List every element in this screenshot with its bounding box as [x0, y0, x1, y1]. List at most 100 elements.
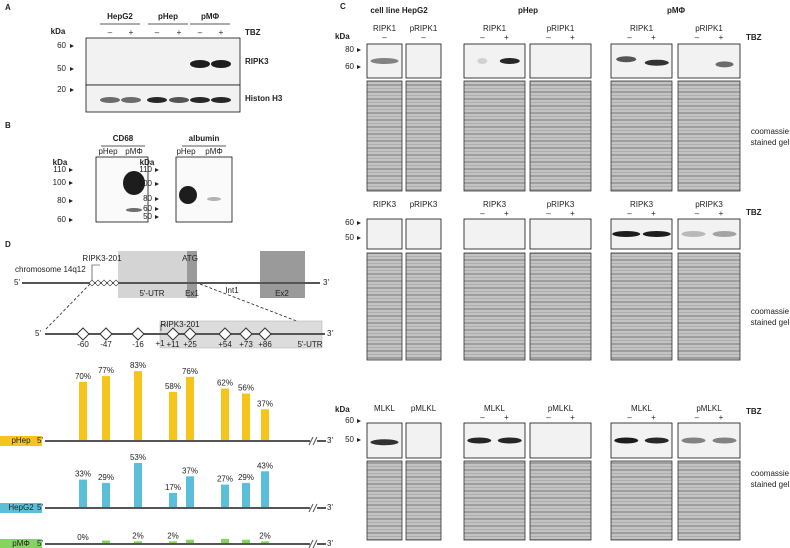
band [211, 60, 231, 68]
value-label: 77% [98, 366, 114, 375]
protein-label: MLKL [374, 404, 395, 413]
marker-arrow [70, 88, 74, 92]
gel-label: stained gel [751, 138, 790, 147]
treatment-sign: + [651, 209, 656, 218]
utr-label: 5'-UTR [297, 340, 322, 349]
position-label: -60 [77, 340, 89, 349]
gel-label: stained gel [751, 318, 790, 327]
blot-title: CD68 [113, 134, 134, 143]
blot-title: albumin [189, 134, 220, 143]
blot [405, 460, 442, 541]
position-label: +11 [167, 340, 181, 349]
bar [134, 371, 142, 440]
kda-marker: 60 [57, 215, 66, 224]
cpg-diamond [100, 279, 108, 287]
marker-arrow [155, 197, 159, 201]
protein-label: pMLKL [411, 404, 437, 413]
marker-arrow [69, 218, 73, 222]
panel-label: B [5, 121, 11, 130]
cpg-diamond [94, 279, 102, 287]
value-label: 37% [182, 466, 198, 475]
band [715, 61, 734, 68]
treatment-sign: + [570, 33, 575, 42]
value-label: 70% [75, 372, 91, 381]
band [211, 97, 231, 103]
treatment-sign: – [546, 33, 551, 42]
break-mark [308, 436, 318, 446]
kda-marker: 60 [57, 41, 66, 50]
group-header: pHep [518, 6, 538, 15]
bar [186, 476, 194, 507]
kda-marker: 80 [345, 45, 354, 54]
treatment-sign: + [570, 209, 575, 218]
marker-arrow [357, 438, 361, 442]
protein-label: pMLKL [696, 404, 722, 413]
treatment-sign: + [504, 413, 509, 422]
blot [529, 80, 592, 192]
kda-marker: 110 [53, 165, 66, 174]
band [497, 437, 522, 444]
tbz-label: TBZ [746, 33, 762, 42]
cpg-diamond [239, 327, 253, 341]
end-label: 5' [14, 278, 20, 287]
bar [242, 393, 250, 440]
position-label: -16 [132, 340, 144, 349]
series-name: HepG2 [8, 503, 34, 512]
value-label: 2% [132, 531, 144, 540]
value-label: 58% [165, 382, 181, 391]
cpg-diamond [166, 327, 180, 341]
treatment-sign: – [382, 33, 387, 42]
blot [529, 218, 592, 250]
cpg-diamond [183, 327, 197, 341]
treatment-sign: + [570, 413, 575, 422]
band [681, 437, 706, 444]
band [644, 59, 669, 66]
bar [79, 479, 87, 507]
bar [261, 541, 269, 543]
blot [529, 43, 592, 79]
cpg-diamond [88, 279, 96, 287]
band [370, 439, 399, 446]
value-label: 0% [77, 533, 89, 542]
treatment-sign: – [627, 209, 632, 218]
treatment-sign: – [695, 209, 700, 218]
band [121, 97, 141, 103]
band [681, 231, 706, 237]
treatment-sign: + [651, 413, 656, 422]
tbz-label: TBZ [746, 407, 762, 416]
treatment-sign: – [695, 33, 700, 42]
value-label: 2% [167, 531, 179, 540]
kda-marker: 50 [143, 212, 152, 221]
panel-label: D [5, 240, 11, 249]
bar [261, 409, 269, 440]
band [100, 97, 120, 103]
end-label: 3' [327, 503, 333, 512]
treatment-sign: – [155, 28, 160, 37]
legend-swatch [0, 503, 42, 513]
kda-marker: 110 [139, 165, 152, 174]
blot [610, 252, 673, 361]
kda-marker: 50 [345, 435, 354, 444]
break-mark [308, 539, 318, 548]
bar [134, 541, 142, 543]
treatment-sign: + [651, 33, 656, 42]
marker-arrow [69, 168, 73, 172]
protein-label: RIPK3 [483, 200, 507, 209]
lane-label: pHep [176, 147, 196, 156]
exon [260, 251, 305, 298]
kda-marker: 60 [345, 416, 354, 425]
gel-label: coomassie [751, 469, 790, 478]
utr-region [118, 251, 193, 298]
value-label: 29% [238, 473, 254, 482]
treatment-sign: + [719, 33, 724, 42]
kda-label: kDa [53, 158, 68, 167]
treatment-sign: – [627, 33, 632, 42]
treatment-sign: – [546, 209, 551, 218]
marker-arrow [357, 236, 361, 240]
end-label: 5' [37, 539, 43, 548]
band [644, 437, 669, 444]
position-label: +73 [239, 340, 253, 349]
band [126, 208, 142, 212]
group-header: HepG2 [107, 12, 133, 21]
lane-label: pMΦ [125, 147, 143, 156]
